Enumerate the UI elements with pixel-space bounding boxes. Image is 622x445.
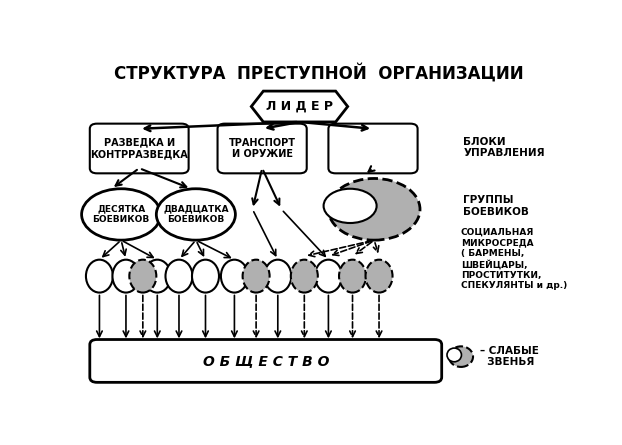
FancyBboxPatch shape	[218, 124, 307, 173]
Ellipse shape	[449, 346, 473, 367]
Text: СОЦИАЛЬНАЯ
МИКРОСРЕДА
( БАРМЕНЫ,
ШВЕЙЦАРЫ,
ПРОСТИТУТКИ,
СПЕКУЛЯНТЫ и др.): СОЦИАЛЬНАЯ МИКРОСРЕДА ( БАРМЕНЫ, ШВЕЙЦАР…	[461, 228, 567, 290]
Text: БЛОКИ
УПРАВЛЕНИЯ: БЛОКИ УПРАВЛЕНИЯ	[463, 137, 545, 158]
FancyBboxPatch shape	[328, 124, 417, 173]
Ellipse shape	[366, 260, 392, 292]
Text: СТРУКТУРА  ПРЕСТУПНОЙ  ОРГАНИЗАЦИИ: СТРУКТУРА ПРЕСТУПНОЙ ОРГАНИЗАЦИИ	[114, 64, 524, 83]
Ellipse shape	[192, 260, 219, 292]
Text: ТРАНСПОРТ
И ОРУЖИЕ: ТРАНСПОРТ И ОРУЖИЕ	[229, 138, 295, 159]
Text: ГРУППЫ
БОЕВИКОВ: ГРУППЫ БОЕВИКОВ	[463, 195, 529, 217]
FancyBboxPatch shape	[90, 340, 442, 382]
Ellipse shape	[144, 260, 171, 292]
Ellipse shape	[81, 189, 160, 240]
Ellipse shape	[264, 260, 291, 292]
Ellipse shape	[323, 189, 376, 223]
Text: Л И Д Е Р: Л И Д Е Р	[266, 100, 333, 113]
Text: – СЛАБЫЕ
  ЗВЕНЬЯ: – СЛАБЫЕ ЗВЕНЬЯ	[480, 346, 539, 368]
Text: О Б Щ Е С Т В О: О Б Щ Е С Т В О	[203, 354, 329, 368]
Ellipse shape	[129, 260, 156, 292]
Ellipse shape	[328, 178, 420, 240]
Ellipse shape	[156, 189, 235, 240]
Ellipse shape	[113, 260, 139, 292]
Text: РАЗВЕДКА И
КОНТРРАЗВЕДКА: РАЗВЕДКА И КОНТРРАЗВЕДКА	[90, 138, 188, 159]
Ellipse shape	[221, 260, 248, 292]
Ellipse shape	[447, 348, 462, 362]
Ellipse shape	[315, 260, 342, 292]
Ellipse shape	[291, 260, 318, 292]
FancyBboxPatch shape	[90, 124, 188, 173]
Ellipse shape	[339, 260, 366, 292]
Ellipse shape	[165, 260, 192, 292]
Polygon shape	[251, 91, 348, 122]
Text: ДЕСЯТКА
БОЕВИКОВ: ДЕСЯТКА БОЕВИКОВ	[93, 205, 150, 224]
Text: ДВАДЦАТКА
БОЕВИКОВ: ДВАДЦАТКА БОЕВИКОВ	[163, 205, 229, 224]
Ellipse shape	[86, 260, 113, 292]
Ellipse shape	[243, 260, 269, 292]
